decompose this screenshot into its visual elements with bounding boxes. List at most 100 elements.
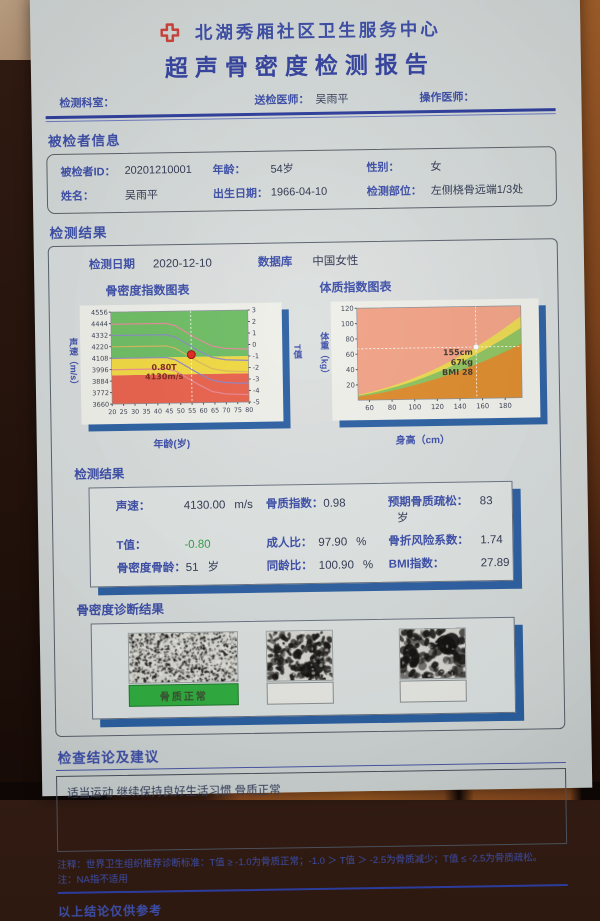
svg-text:180: 180: [499, 402, 512, 410]
date-row: 检测日期 2020-12-10 数据库 中国女性: [49, 239, 557, 273]
patient-field-label: 出生日期：: [213, 185, 271, 202]
svg-text:80: 80: [245, 406, 253, 414]
measurement-cell: T值：-0.80: [116, 535, 266, 553]
measurement-cell: 声速：4130.00 m/s: [116, 496, 266, 530]
measurement-label: 同龄比：: [267, 557, 319, 574]
svg-text:80: 80: [345, 335, 354, 343]
bone-chart-ylabel: 声速（m/s）: [68, 338, 78, 390]
measurement-value: 100.90: [319, 559, 354, 572]
measurement-unit: 岁: [397, 512, 409, 524]
patient-field-label: 性别：: [366, 158, 430, 175]
report-title: 超声骨密度检测报告: [45, 43, 555, 85]
svg-text:60: 60: [199, 407, 207, 415]
svg-text:40: 40: [154, 407, 162, 415]
svg-text:75: 75: [234, 406, 242, 414]
doctor-field-0: 检测科室：: [59, 92, 254, 111]
measurement-label: 预期骨质疏松：: [388, 492, 480, 509]
svg-text:-3: -3: [253, 375, 260, 383]
diagnosis-item-1: [266, 630, 334, 716]
doctor-field-label: 检测科室：: [59, 97, 114, 110]
svg-text:45: 45: [165, 407, 173, 415]
svg-text:100: 100: [341, 320, 354, 328]
measurement-value: -0.80: [184, 539, 210, 551]
diagnosis-box: 骨质正常: [91, 617, 516, 720]
bone-texture-image: [128, 631, 239, 684]
svg-text:65: 65: [211, 406, 219, 414]
measurement-cell: 骨质指数：0.98: [266, 494, 388, 528]
measurement-label: 声速：: [116, 497, 184, 514]
svg-text:3772: 3772: [92, 389, 109, 397]
measurement-label: 骨密度骨龄：: [117, 559, 186, 576]
bmi-chart-ylabel: 体重（kg）: [319, 332, 329, 379]
notes: 注释：世界卫生组织推荐诊断标准：T值 ≥ -1.0为骨质正常；-1.0 ＞ T值…: [57, 851, 567, 888]
date-label: 检测日期: [89, 256, 135, 273]
doctor-fields-row: 检测科室： 送检医师：吴雨平操作医师：: [45, 87, 555, 111]
measurement-value: 1.74: [480, 534, 503, 546]
measurement-label: 成人比：: [266, 534, 318, 551]
conclusion-box: 适当运动 继续保持良好生活习惯 骨质正常: [56, 768, 567, 852]
svg-text:40: 40: [346, 366, 355, 374]
svg-text:25: 25: [120, 408, 128, 416]
patient-field-value: 吴雨平: [125, 186, 213, 203]
bmi-chart-title: 体质指数图表: [319, 278, 391, 296]
svg-text:120: 120: [341, 305, 354, 313]
svg-text:3884: 3884: [92, 378, 109, 386]
doctor-field-1: 送检医师：吴雨平: [254, 89, 419, 108]
database-value: 中国女性: [312, 252, 358, 269]
svg-text:155cm: 155cm: [443, 348, 473, 357]
patient-section-title: 被检者信息: [48, 122, 556, 150]
svg-text:0: 0: [252, 341, 256, 349]
results-box: 检测日期 2020-12-10 数据库 中国女性 骨密度指数图表 体质指数图表 …: [48, 238, 566, 737]
measurement-cell: 预期骨质疏松：83岁: [388, 492, 512, 526]
bone-chart-title: 骨密度指数图表: [105, 281, 189, 299]
patient-field-value: 20201210001: [124, 164, 212, 177]
org-name: 北湖秀厢社区卫生服务中心: [195, 16, 441, 45]
diagnosis-item-2: [399, 628, 467, 714]
bone-texture-image: [266, 630, 334, 682]
bone-texture-image: [399, 628, 467, 680]
svg-text:55: 55: [188, 407, 196, 415]
measurement-label: 骨质指数：: [266, 495, 324, 512]
footer-disclaimer: 以上结论仅供参考: [58, 895, 568, 920]
diagnosis-item-label: 骨质正常: [129, 683, 239, 707]
svg-text:35: 35: [142, 408, 150, 416]
bone-chart-ylabel-right: T值: [292, 344, 301, 359]
svg-text:4130m/s: 4130m/s: [145, 372, 184, 382]
measurement-value: 0.98: [323, 497, 346, 509]
svg-text:140: 140: [454, 403, 467, 411]
svg-text:4444: 4444: [91, 320, 108, 328]
measurement-value: 27.89: [481, 557, 510, 569]
svg-text:BMI 28: BMI 28: [442, 368, 474, 377]
conclusion-text: 适当运动 继续保持良好生活习惯 骨质正常: [67, 785, 281, 800]
svg-text:3660: 3660: [92, 401, 109, 409]
doctor-field-label: 操作医师：: [419, 91, 474, 104]
header-rule: [46, 108, 556, 122]
measurement-value: 51: [186, 562, 199, 574]
measurement-cell: 同龄比：100.90%: [267, 556, 389, 574]
svg-text:-2: -2: [253, 364, 260, 372]
svg-text:4332: 4332: [91, 332, 108, 340]
measurement-label: BMI指数：: [389, 554, 481, 571]
doctor-field-label: 送检医师：: [254, 94, 309, 107]
svg-text:100: 100: [408, 403, 421, 411]
measurement-value: 97.90: [318, 536, 347, 548]
measurement-unit: m/s: [234, 499, 253, 511]
svg-text:50: 50: [177, 407, 185, 415]
svg-text:67kg: 67kg: [451, 358, 474, 367]
patient-field-label: 年龄：: [212, 161, 270, 178]
bone-density-chart-svg: 0.80T4130m/s3660377238843996410842204332…: [80, 302, 284, 419]
svg-text:-4: -4: [253, 387, 260, 395]
svg-text:2: 2: [252, 318, 256, 326]
svg-text:20: 20: [346, 381, 355, 389]
measurement-value: 4130.00: [184, 499, 226, 512]
svg-text:60: 60: [365, 404, 374, 412]
svg-text:120: 120: [431, 403, 444, 411]
report-header: 北湖秀厢社区卫生服务中心: [44, 14, 554, 47]
conclusion-title: 检查结论及建议: [55, 729, 565, 771]
svg-text:160: 160: [476, 402, 489, 410]
measurement-unit: %: [356, 536, 366, 548]
